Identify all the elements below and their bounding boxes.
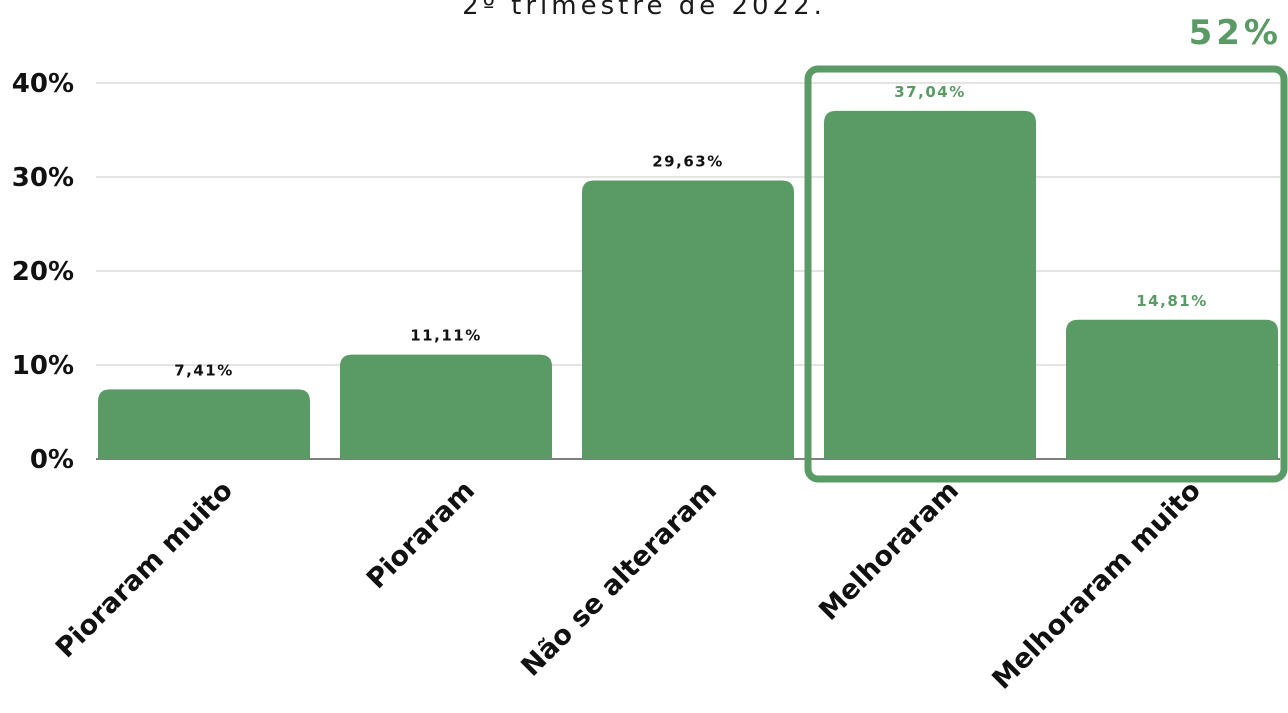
bar — [582, 180, 794, 459]
y-tick-label: 30% — [12, 163, 74, 193]
x-category-label: Melhoraram muito — [986, 475, 1207, 696]
y-tick-label: 0% — [30, 445, 74, 475]
highlight-total-label: 52% — [1189, 13, 1282, 53]
y-tick-label: 20% — [12, 257, 74, 287]
highlight-box — [804, 65, 1288, 483]
bar — [1066, 319, 1278, 459]
bar — [98, 389, 310, 459]
data-label: 14,81% — [1136, 292, 1207, 310]
y-tick-label: 40% — [12, 69, 74, 99]
data-label: 11,11% — [410, 327, 481, 345]
data-label: 37,04% — [894, 83, 965, 101]
data-label: 29,63% — [652, 152, 723, 170]
x-category-label: Melhoraram — [813, 475, 965, 627]
y-tick-labels-layer: 0% 10% 20% 30% 40% — [12, 69, 74, 475]
x-category-label: Pioraram muito — [50, 475, 239, 664]
x-category-label: Pioraram — [361, 475, 481, 595]
chart-title: 2º trimestre de 2022. — [462, 0, 826, 21]
data-label: 7,41% — [174, 361, 234, 379]
y-tick-label: 10% — [12, 351, 74, 381]
category-labels-layer: Pioraram muito Pioraram Não se alteraram Me… — [50, 475, 1207, 696]
bar — [340, 354, 552, 459]
data-labels-layer: 7,41% 11,11% 29,63% 37,04% 14,81% — [174, 83, 1207, 380]
bars-layer — [98, 110, 1278, 459]
x-category-label: Não se alteraram — [515, 475, 723, 683]
highlight-layer: 52% — [804, 13, 1288, 483]
bar — [824, 110, 1036, 459]
